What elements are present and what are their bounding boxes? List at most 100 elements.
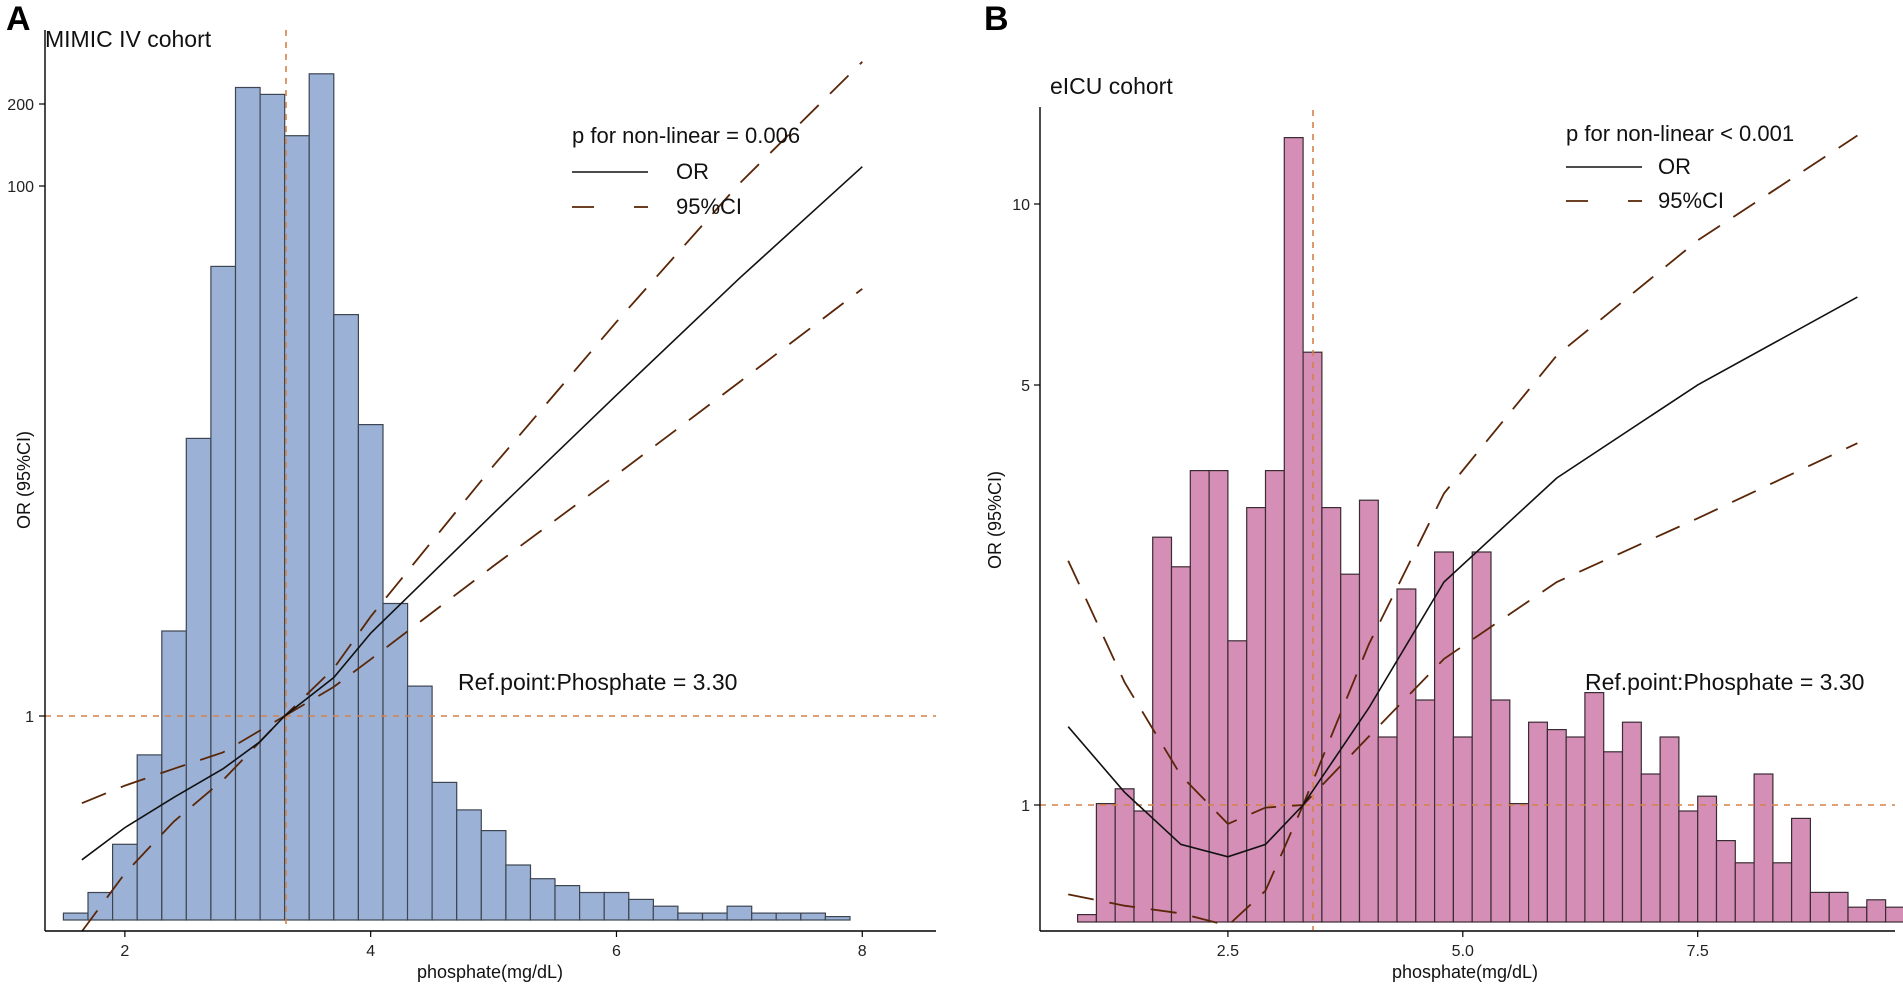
histogram-bar: [1227, 640, 1248, 923]
histogram-bar: [1471, 551, 1492, 923]
histogram-bar: [1790, 817, 1811, 923]
histogram-bar: [775, 912, 802, 921]
histogram-bar: [1546, 728, 1567, 923]
panel-a-x-ticks: 2 4 6 8: [120, 931, 867, 960]
histogram-bar: [1866, 899, 1887, 923]
panel-b-legend-or: OR: [1658, 154, 1691, 179]
histogram-bar: [1584, 691, 1605, 923]
panel-a: A MIMIC IV cohort 200 100 1 2 4 6 8 phospha…: [6, 0, 936, 982]
histogram-bar: [505, 864, 532, 921]
histogram-bar: [234, 86, 261, 921]
panel-a-ytick-100: 100: [7, 179, 34, 196]
histogram-bar: [628, 898, 654, 921]
histogram-bar: [259, 93, 286, 921]
histogram-bar: [1433, 551, 1454, 923]
panel-b-x-ticks: 2.5 5.0 7.5: [1217, 931, 1709, 960]
histogram-bar: [1678, 810, 1699, 923]
histogram-bar: [554, 884, 581, 921]
histogram-bar: [701, 912, 728, 921]
histogram-bar: [406, 685, 433, 921]
panel-a-title: MIMIC IV cohort: [45, 26, 212, 52]
panel-a-ytick-200: 200: [7, 97, 34, 114]
histogram-bar: [308, 73, 335, 921]
panel-b-ytick-10: 10: [1012, 197, 1030, 214]
histogram-bar: [824, 915, 851, 921]
histogram-bar: [1189, 470, 1210, 923]
histogram-bar: [1659, 736, 1680, 923]
panel-a-ref-text: Ref.point:Phosphate = 3.30: [458, 669, 737, 695]
histogram-bar: [210, 265, 237, 921]
histogram-bar: [456, 809, 482, 921]
x-tick-label: 4: [366, 943, 375, 960]
histogram-bar: [677, 912, 704, 921]
panel-b-or-line: [1067, 296, 1858, 858]
panel-b-ref-text: Ref.point:Phosphate = 3.30: [1585, 669, 1864, 695]
panel-a-legend-ci: 95%CI: [676, 194, 742, 219]
histogram-bar: [1490, 699, 1511, 923]
panel-a-histogram: [62, 73, 851, 921]
histogram-bar: [1246, 507, 1267, 923]
panel-b-letter: B: [984, 0, 1009, 38]
histogram-bar: [1358, 499, 1379, 923]
panel-a-letter: A: [6, 0, 31, 38]
histogram-bar: [1621, 721, 1642, 923]
panel-a-or-line: [81, 166, 863, 861]
histogram-bar: [529, 878, 556, 921]
histogram-bar: [480, 829, 507, 921]
panel-a-ci-upper-line: [81, 61, 863, 805]
x-tick-label: 5.0: [1452, 943, 1474, 960]
panel-b-pvalue: p for non-linear < 0.001: [1566, 121, 1794, 146]
histogram-bar: [87, 891, 114, 921]
histogram-bar: [284, 135, 310, 921]
panel-a-legend-or: OR: [676, 159, 709, 184]
histogram-bar: [1527, 721, 1548, 923]
panel-a-pvalue: p for non-linear = 0.006: [572, 123, 800, 148]
histogram-bar: [1753, 773, 1774, 923]
x-tick-label: 6: [612, 943, 621, 960]
histogram-bar: [1884, 906, 1903, 923]
panel-b-legend-ci: 95%CI: [1658, 188, 1724, 213]
histogram-bar: [1603, 751, 1624, 923]
histogram-bar: [1772, 862, 1793, 923]
histogram-bar: [1152, 536, 1173, 923]
histogram-bar: [800, 912, 826, 921]
panel-b: B eICU cohort 10 5 1 2.5 5.0 7.5 phosphate…: [984, 0, 1903, 982]
histogram-bar: [1715, 839, 1736, 923]
histogram-bar: [111, 843, 138, 921]
histogram-bar: [603, 891, 630, 921]
histogram-bar: [1828, 891, 1849, 923]
histogram-bar: [1734, 862, 1755, 923]
x-tick-label: 2.5: [1217, 943, 1239, 960]
panel-b-x-label: phosphate(mg/dL): [1392, 962, 1538, 982]
panel-a-ytick-1: 1: [25, 709, 34, 726]
histogram-bar: [652, 905, 679, 921]
histogram-bar: [1396, 588, 1417, 923]
panel-b-title: eICU cohort: [1050, 73, 1173, 99]
panel-b-histogram: [1076, 137, 1903, 923]
histogram-bar: [1114, 788, 1135, 923]
histogram-bar: [1847, 906, 1868, 923]
panel-a-x-label: phosphate(mg/dL): [417, 962, 563, 982]
histogram-bar: [1095, 802, 1116, 923]
histogram-bar: [357, 424, 384, 921]
histogram-bar: [1565, 736, 1586, 923]
panel-a-ci-lower-line: [81, 288, 863, 932]
histogram-bar: [1321, 507, 1342, 923]
panel-b-ytick-5: 5: [1021, 378, 1030, 395]
panel-a-y-label: OR (95%CI): [14, 431, 34, 529]
histogram-bar: [333, 314, 359, 921]
histogram-bar: [751, 912, 777, 921]
histogram-bar: [726, 905, 753, 921]
histogram-bar: [431, 781, 458, 921]
histogram-bar: [382, 602, 409, 921]
histogram-bar: [161, 630, 188, 921]
histogram-bar: [1809, 891, 1830, 923]
histogram-bar: [1076, 913, 1097, 923]
histogram-bar: [1697, 795, 1718, 923]
panel-b-y-label: OR (95%CI): [985, 471, 1005, 569]
histogram-bar: [1509, 802, 1530, 923]
histogram-bar: [1640, 773, 1661, 923]
x-tick-label: 2: [120, 943, 129, 960]
histogram-bar: [185, 437, 212, 921]
